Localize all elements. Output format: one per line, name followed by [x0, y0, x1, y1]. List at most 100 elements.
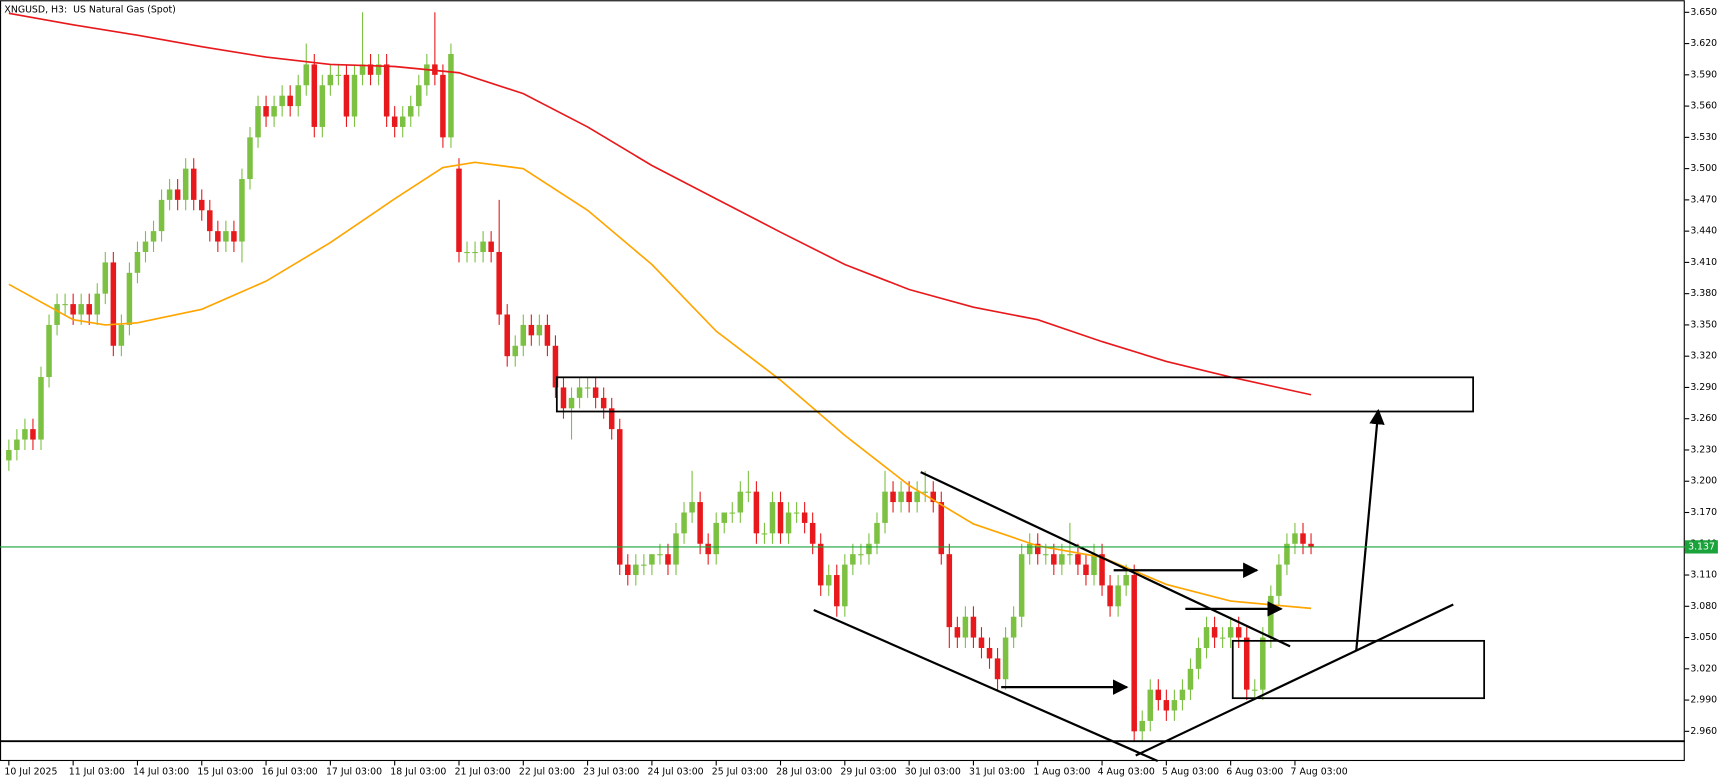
candle-body: [375, 64, 382, 75]
x-tick-label: 18 Jul 03:00: [390, 767, 446, 778]
x-tick-label: 30 Jul 03:00: [905, 767, 961, 778]
candle-body: [1075, 554, 1081, 565]
candle-body: [399, 116, 406, 127]
candle-body: [1179, 689, 1186, 701]
candle-body: [223, 231, 229, 242]
x-tick-label: 29 Jul 03:00: [840, 767, 896, 778]
y-tick-label: 3.560: [1690, 101, 1717, 112]
candle-body: [391, 116, 398, 127]
trend-line: [1135, 603, 1454, 757]
candle-body: [303, 64, 310, 86]
candle-body: [263, 106, 269, 117]
candle-body: [1163, 700, 1170, 711]
candle-body: [914, 491, 920, 503]
candle-body: [1107, 585, 1113, 607]
candle-body: [625, 564, 631, 576]
candle-body: [1123, 575, 1129, 586]
candle-body: [62, 304, 68, 306]
candle-body: [1171, 700, 1178, 711]
candle-body: [126, 272, 133, 325]
candle-body: [1043, 554, 1049, 556]
candle-body: [930, 491, 936, 503]
candle-body: [504, 314, 510, 357]
candle-body: [6, 449, 12, 461]
candle-body: [649, 554, 655, 565]
candle-body: [295, 85, 301, 107]
candle-body: [552, 345, 559, 388]
y-tick-label: 3.020: [1690, 663, 1717, 674]
candle-body: [1002, 637, 1009, 680]
x-tick-label: 11 Jul 03:00: [69, 767, 125, 778]
arrow: [1355, 408, 1385, 651]
candle-body: [753, 491, 760, 534]
candle-body: [825, 575, 832, 586]
candle-body: [1268, 595, 1274, 638]
candle-body: [713, 522, 719, 555]
y-tick-label: 3.050: [1690, 632, 1717, 643]
candle-body: [745, 491, 752, 493]
candle-body: [1292, 533, 1298, 544]
candle-body: [166, 189, 173, 200]
candle-body: [834, 575, 840, 607]
y-tick-label: 2.990: [1690, 695, 1717, 706]
candle-body: [215, 231, 221, 242]
candle-body: [448, 53, 454, 138]
support-box: [1231, 639, 1486, 700]
drawings: [0, 376, 1685, 763]
candle-body: [239, 179, 245, 242]
candle-body: [793, 512, 800, 514]
candle-body: [842, 564, 848, 607]
candle-body: [1219, 637, 1226, 639]
candle-body: [255, 106, 261, 138]
candle-body: [142, 241, 149, 252]
candle-body: [705, 543, 711, 555]
y-tick-label: 3.410: [1690, 257, 1717, 268]
candle-body: [938, 502, 945, 555]
candle-body: [1235, 627, 1242, 638]
y-tick-label: 3.650: [1690, 7, 1717, 18]
candle-body: [986, 647, 993, 659]
candle-body: [785, 512, 792, 534]
candle-body: [456, 168, 462, 252]
candle-body: [1091, 554, 1097, 576]
candle-body: [689, 502, 695, 513]
candle-body: [1227, 627, 1234, 638]
candle-body: [592, 387, 599, 398]
candle-body: [850, 554, 856, 565]
candle-body: [1034, 543, 1041, 555]
candle-body: [70, 304, 76, 315]
candle-body: [1203, 627, 1210, 648]
candle-body: [777, 502, 784, 534]
candle-body: [247, 137, 253, 180]
channel-line: [920, 471, 1291, 648]
x-tick-label: 23 Jul 03:00: [583, 767, 639, 778]
candle-body: [1083, 564, 1089, 576]
candle-body: [1155, 689, 1162, 701]
candle-body: [110, 262, 117, 346]
candle-body: [608, 408, 615, 430]
candle-body: [207, 210, 213, 232]
candle-body: [978, 637, 985, 648]
candle-body: [182, 168, 189, 200]
candle-body: [576, 387, 583, 398]
candle-body: [970, 616, 977, 638]
candle-body: [890, 491, 896, 503]
candle-body: [946, 554, 953, 628]
candle-body: [657, 554, 663, 556]
candle-body: [46, 324, 52, 378]
candle-body: [962, 616, 969, 638]
candle-body: [898, 491, 904, 503]
x-tick-label: 6 Aug 03:00: [1226, 767, 1283, 778]
candle-body: [1115, 585, 1121, 607]
candle-body: [1260, 637, 1266, 690]
candle-body: [1276, 564, 1282, 596]
candle-body: [641, 564, 647, 566]
x-tick-label: 24 Jul 03:00: [647, 767, 703, 778]
candle-body: [158, 199, 165, 232]
candle-body: [1308, 543, 1314, 547]
candle-body: [665, 554, 671, 565]
candle-body: [673, 533, 679, 565]
candle-body: [279, 95, 285, 107]
candle-body: [30, 429, 36, 440]
